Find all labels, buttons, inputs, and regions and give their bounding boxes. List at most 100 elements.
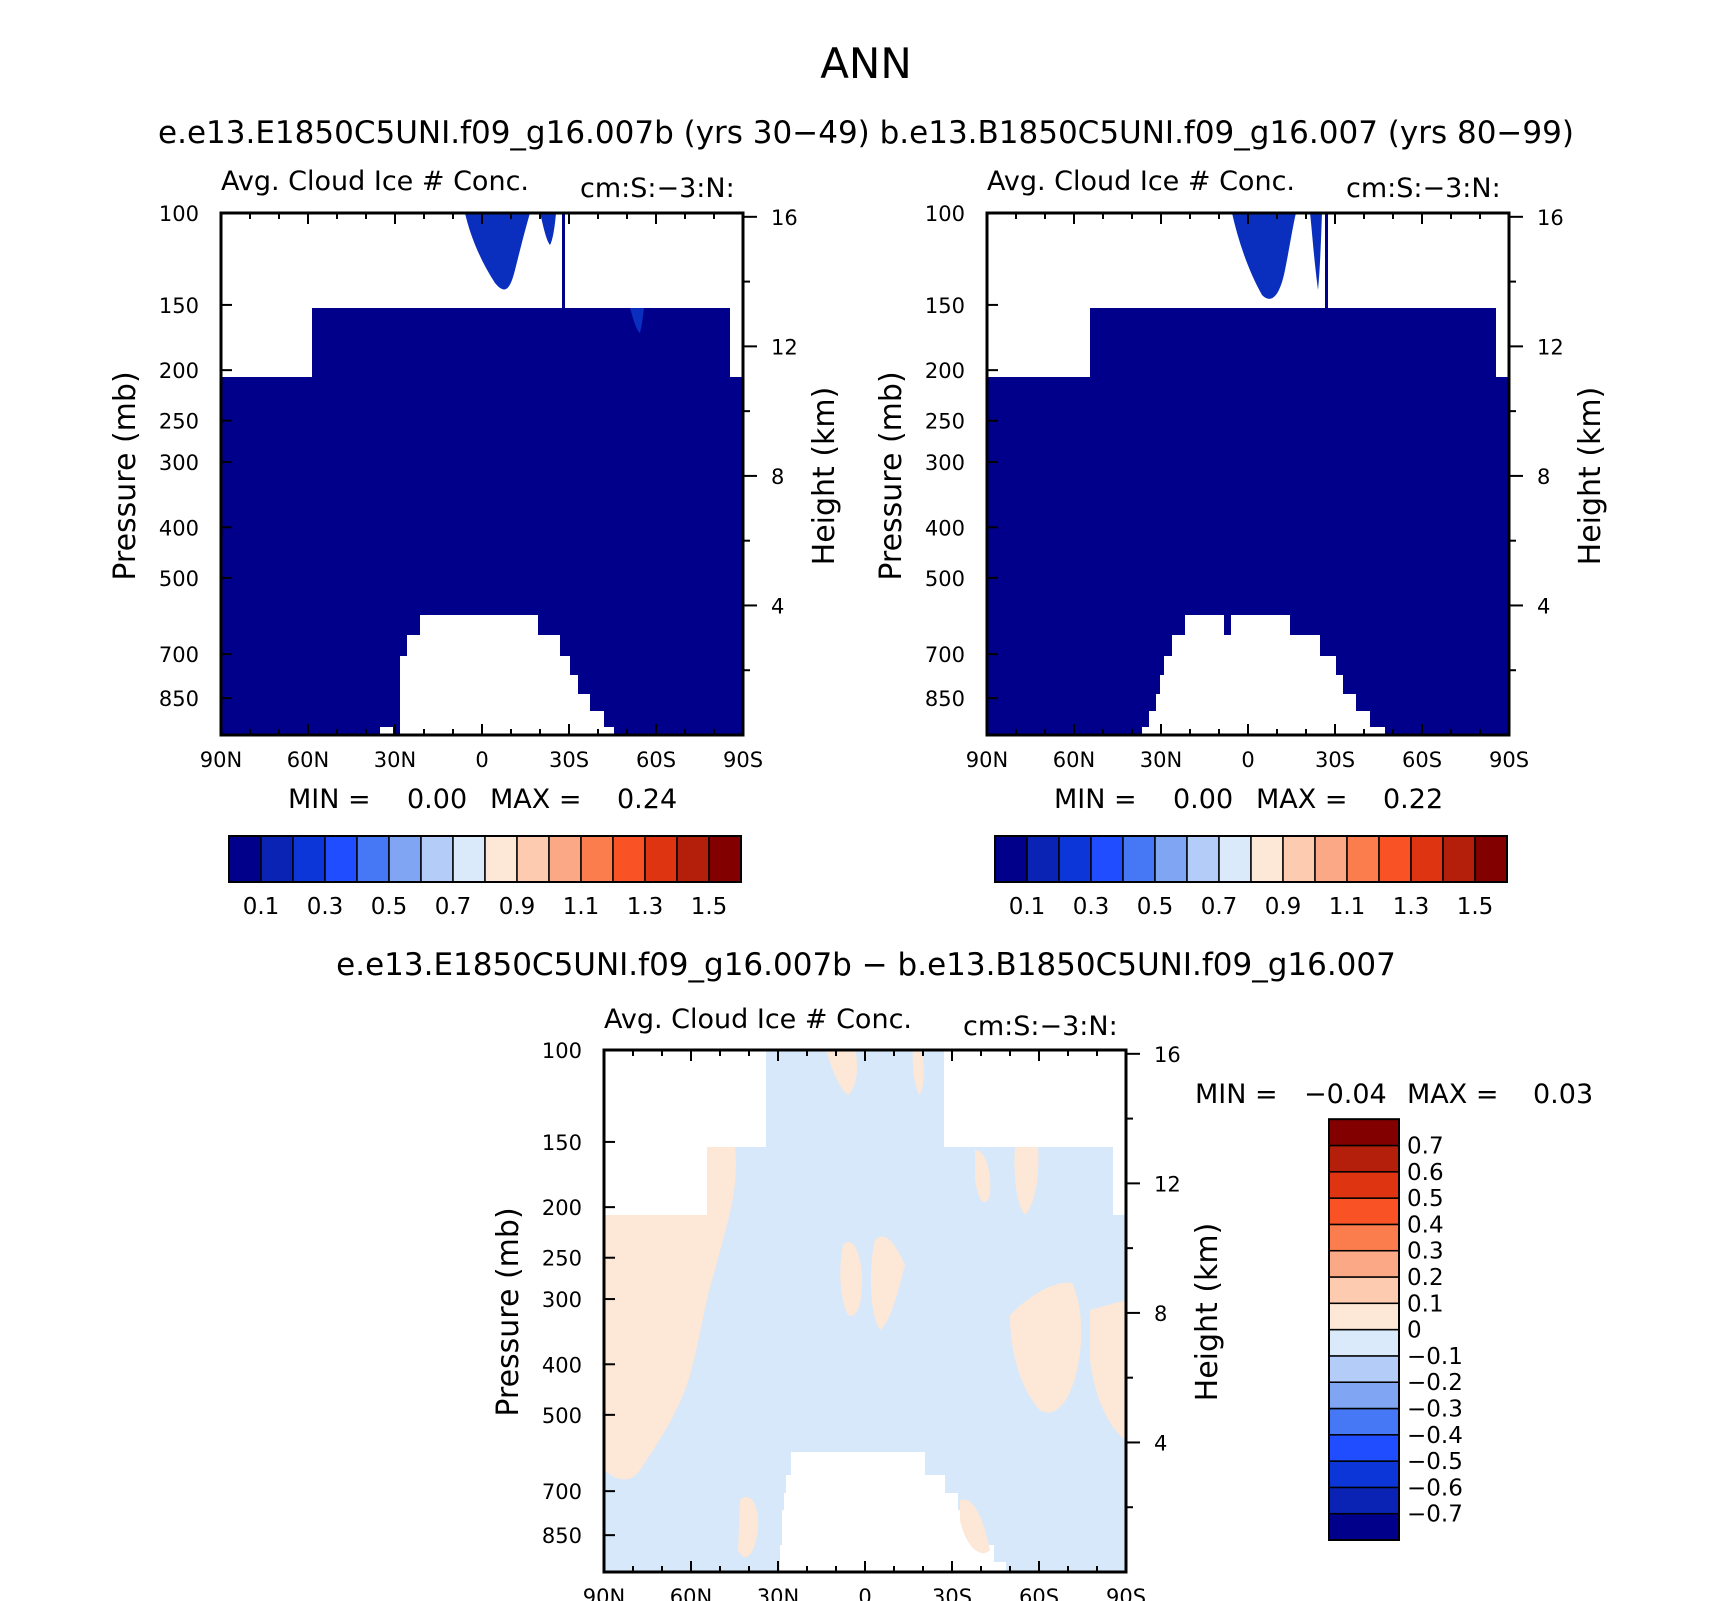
left-x-tick-label: 60N [287,748,329,772]
diff-colorbar-label: −0.4 [1407,1423,1463,1449]
left-colorbar-swatch [484,835,518,883]
diff-colorbar-label: −0.7 [1407,1502,1463,1528]
diff-colorbar-swatch [1328,1460,1400,1489]
left-colorbar-label: 1.1 [563,894,600,920]
right-height-axis: 16 12 8 4 [1509,206,1564,672]
diff-colorbar-swatch [1328,1302,1400,1331]
right-ice-plume-1 [1232,213,1296,299]
diff-colorbar: −0.7−0.6−0.5−0.4−0.3−0.2−0.100.10.20.30.… [1328,1118,1463,1541]
left-x-tick-label: 30S [549,748,589,772]
right-max-value: 0.22 [1383,784,1443,815]
diff-y-tick-label: 100 [542,1039,582,1063]
right-colorbar-label: 1.5 [1457,894,1494,920]
left-max-value: 0.24 [617,784,677,815]
left-colorbar-label: 0.9 [499,894,536,920]
right-colorbar-swatch [1058,835,1092,883]
diff-pos-region-1 [604,1147,736,1480]
diff-x-tick-label: 0 [858,1585,871,1601]
left-colorbar-label: 0.1 [243,894,280,920]
left-colorbar-swatch [356,835,390,883]
left-y-tick-label: 700 [159,643,199,667]
diff-height-tick-label: 8 [1154,1302,1167,1326]
diff-x-tick-label: 60N [670,1585,712,1601]
diff-y-tick-label: 700 [542,1480,582,1504]
left-ice-plume-3 [630,308,644,333]
right-colorbar-label: 1.3 [1393,894,1430,920]
diff-colorbar-label: 0.7 [1407,1134,1444,1160]
right-colorbar-swatch [1090,835,1124,883]
left-variable-label: Avg. Cloud Ice # Conc. [221,166,529,197]
right-y-tick-label: 150 [925,294,965,318]
left-colorbar-swatch [516,835,550,883]
left-x-tick-label: 30N [374,748,416,772]
diff-height-axis: 16 12 8 4 [1126,1043,1181,1509]
diff-plot-area: 90N 60N 30N 0 30S 60S 90S 100 150 200 250 300 400 50… [542,1039,1181,1601]
diff-colorbar-swatch [1328,1249,1400,1278]
left-colorbar-swatch [452,835,486,883]
left-colorbar-swatch [420,835,454,883]
right-colorbar-label: 0.7 [1201,894,1238,920]
right-ylabel: Pressure (mb) [874,371,909,580]
diff-colorbar-swatch [1328,1328,1400,1357]
right-x-tick-label: 30N [1140,748,1182,772]
diff-pos-region-4 [840,1241,863,1316]
right-x-tick-label: 30S [1315,748,1355,772]
right-height-tick-label: 12 [1537,335,1564,359]
right-height-label: Height (km) [1573,387,1608,566]
left-colorbar-label: 0.5 [371,894,408,920]
diff-variable-label: Avg. Cloud Ice # Conc. [604,1004,912,1035]
diff-x-tick-label: 90N [583,1585,625,1601]
left-colorbar-swatch [580,835,614,883]
diff-colorbar-swatch [1328,1407,1400,1436]
right-x-tick-label: 0 [1241,748,1254,772]
right-y-tick-label: 300 [925,451,965,475]
right-colorbar-swatch [1122,835,1156,883]
panel-left: Avg. Cloud Ice # Conc. cm:S:−3:N: 90N 60N… [108,166,842,920]
right-y-tick-label: 100 [925,202,965,226]
right-colorbar-swatch [1410,835,1444,883]
right-colorbar-swatch [1474,835,1508,883]
left-ylabel: Pressure (mb) [108,371,143,580]
right-height-tick-label: 4 [1537,594,1550,618]
left-x-axis: 90N 60N 30N 0 30S 60S 90S [200,213,763,772]
left-y-tick-label: 300 [159,451,199,475]
diff-colorbar-label: 0.4 [1407,1212,1444,1238]
diff-height-label: Height (km) [1190,1223,1225,1402]
left-field-fill [221,213,743,735]
right-y-tick-label: 500 [925,567,965,591]
left-y-tick-label: 200 [159,359,199,383]
diff-height-tick-label: 16 [1154,1043,1181,1067]
left-colorbar-label: 1.5 [691,894,728,920]
right-colorbar-swatch [1442,835,1476,883]
left-plot-area: 90N 60N 30N 0 30S 60S 90S 100 150 200 250 300 400 50… [159,202,798,772]
diff-colorbar-label: −0.2 [1407,1370,1463,1396]
right-colorbar-swatch [1026,835,1060,883]
left-height-tick-label: 12 [771,335,798,359]
left-y-tick-label: 400 [159,516,199,540]
right-colorbar-swatch [1314,835,1348,883]
right-variable-label: Avg. Cloud Ice # Conc. [987,166,1295,197]
left-colorbar-swatch [324,835,358,883]
right-min-value: 0.00 [1173,784,1233,815]
diff-colorbar-label: 0.2 [1407,1265,1444,1291]
left-y-tick-label: 850 [159,687,199,711]
left-colorbar-swatch [708,835,742,883]
left-y-tick-label: 250 [159,410,199,434]
right-colorbar-swatch [1154,835,1188,883]
diff-x-tick-label: 90S [1106,1585,1146,1601]
diff-pos-region-7 [1014,1147,1039,1215]
diff-height-tick-label: 12 [1154,1172,1181,1196]
left-colorbar-label: 0.3 [307,894,344,920]
right-x-tick-label: 90S [1489,748,1529,772]
right-y-tick-label: 850 [925,687,965,711]
diff-y-tick-label: 200 [542,1196,582,1220]
right-colorbar-swatch [1378,835,1412,883]
right-colorbar-swatch [1186,835,1220,883]
diff-colorbar-swatch [1328,1276,1400,1305]
diff-y-tick-label: 150 [542,1131,582,1155]
right-x-tick-label: 60N [1053,748,1095,772]
diff-max-label: MAX = [1407,1079,1498,1110]
right-y-tick-label: 250 [925,410,965,434]
diff-min-value: −0.04 [1304,1079,1387,1110]
left-colorbar-swatch [644,835,678,883]
